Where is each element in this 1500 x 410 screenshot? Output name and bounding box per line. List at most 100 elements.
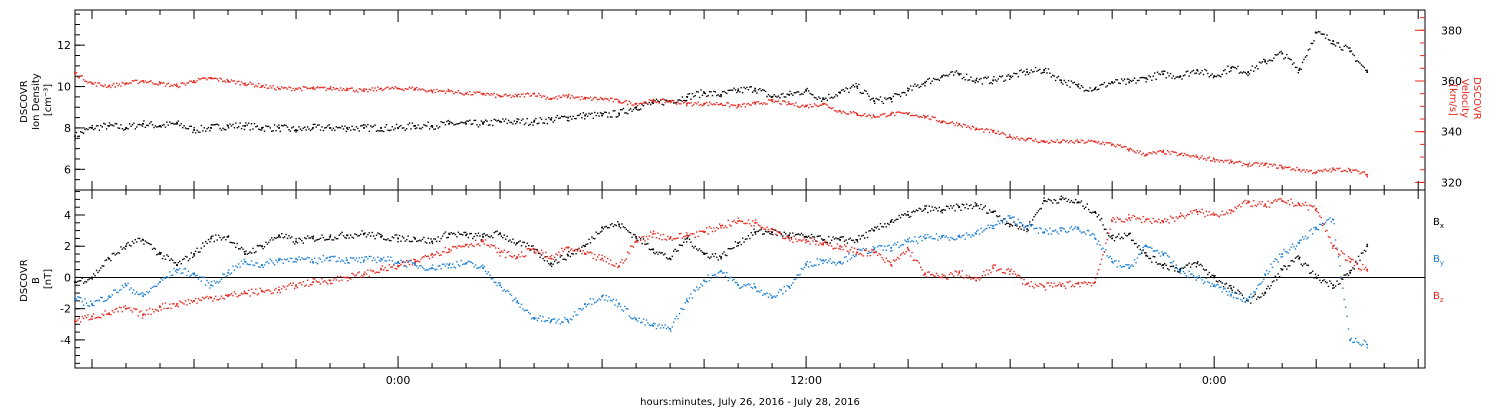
ion-density-point <box>181 126 184 129</box>
bx-component-point <box>1040 207 1042 210</box>
bz-component-point <box>819 242 821 244</box>
ion-density-point <box>598 115 600 117</box>
velocity-point <box>483 93 485 95</box>
bx-component-point <box>1316 277 1318 279</box>
ion-density-point <box>434 128 437 130</box>
velocity-point <box>907 113 909 115</box>
ion-density-point <box>885 98 887 101</box>
velocity-point <box>1000 132 1002 135</box>
bz-component-point <box>734 221 737 224</box>
velocity-point <box>341 89 343 92</box>
velocity-point <box>823 102 826 105</box>
by-component-point <box>556 320 559 322</box>
by-component-point <box>84 298 86 300</box>
ion-density-point <box>938 79 941 82</box>
bx-component-point <box>855 238 857 241</box>
bz-component-point <box>1026 283 1028 285</box>
bx-component-point <box>1179 268 1182 271</box>
velocity-point <box>263 86 266 89</box>
bx-component-point <box>529 249 531 252</box>
by-component-point <box>1357 342 1360 344</box>
by-component-point <box>371 259 373 262</box>
ion-density-point <box>1158 73 1160 75</box>
velocity-point <box>793 104 796 107</box>
velocity-point <box>1344 169 1347 172</box>
ion-density-point <box>548 116 550 119</box>
bx-component-point <box>924 207 927 210</box>
velocity-point <box>1189 156 1192 158</box>
by-component-point <box>288 260 290 263</box>
ion-density-point <box>470 123 472 125</box>
bx-component-point <box>1010 224 1012 226</box>
bx-component-point <box>562 258 564 261</box>
velocity-point <box>882 113 885 115</box>
bx-component-point <box>1066 200 1068 203</box>
bz-component-point <box>525 255 527 257</box>
bx-component-point <box>1149 257 1152 260</box>
ion-density-point <box>677 99 679 101</box>
ion-density-point <box>815 97 817 99</box>
velocity-point <box>970 128 972 130</box>
velocity-point <box>1001 131 1004 134</box>
ion-density-point <box>800 93 803 95</box>
bz-component-point <box>931 273 933 276</box>
ion-density-point <box>688 92 691 95</box>
bz-component-point <box>124 305 126 307</box>
ion-density-point <box>849 87 852 89</box>
bz-component-point <box>118 306 121 308</box>
velocity-point <box>1220 159 1222 161</box>
ion-density-point <box>550 118 552 121</box>
bz-component-point <box>472 244 474 247</box>
velocity-point <box>924 115 927 118</box>
velocity-point <box>535 95 537 97</box>
by-component-point <box>1336 247 1338 249</box>
velocity-point <box>329 86 332 88</box>
bx-component-point <box>206 242 208 245</box>
velocity-point <box>1255 161 1258 164</box>
by-component-point <box>1019 221 1021 224</box>
by-component-point <box>1049 227 1051 229</box>
ion-density-point <box>1060 81 1063 84</box>
by-component-point <box>414 262 416 264</box>
ion-density-point <box>1199 72 1202 74</box>
bx-component-point <box>757 230 760 232</box>
bz-component-point <box>78 317 81 319</box>
ion-density-point <box>1365 69 1367 71</box>
bz-component-point <box>1072 284 1074 287</box>
ion-density-point <box>1066 84 1068 86</box>
velocity-point <box>1245 163 1248 166</box>
ion-density-point <box>571 118 573 120</box>
ion-density-point <box>790 93 793 95</box>
ion-density-point <box>604 111 606 113</box>
bz-component-point <box>1212 212 1215 214</box>
ion-density-point <box>225 129 227 131</box>
bz-component-point <box>424 254 427 257</box>
by-component-point <box>380 257 382 260</box>
ion-density-point <box>873 100 876 102</box>
ion-density-point <box>420 128 422 130</box>
ion-density-point <box>108 124 110 127</box>
ion-density-point <box>276 125 279 128</box>
bz-component-point <box>1347 256 1350 258</box>
ion-density-point <box>1349 50 1352 53</box>
bz-component-point <box>92 313 95 315</box>
bz-component-point <box>430 254 432 256</box>
bx-component-point <box>762 233 764 235</box>
bz-component-point <box>1250 205 1252 207</box>
bx-component-point <box>789 232 791 234</box>
velocity-point <box>967 125 969 127</box>
by-component-point <box>952 238 955 241</box>
ion-density-point <box>836 95 839 97</box>
ion-density-point <box>1347 47 1350 49</box>
velocity-point <box>476 91 478 93</box>
bz-component-point <box>1073 285 1075 288</box>
bz-component-point <box>400 263 402 266</box>
by-component-point <box>1283 248 1285 251</box>
by-component-point <box>984 228 986 230</box>
velocity-point <box>246 84 248 86</box>
velocity-point <box>499 95 501 97</box>
velocity-point <box>1149 151 1152 154</box>
velocity-point <box>1243 162 1245 165</box>
bx-component-point <box>858 235 860 237</box>
bz-component-point <box>1145 218 1147 220</box>
